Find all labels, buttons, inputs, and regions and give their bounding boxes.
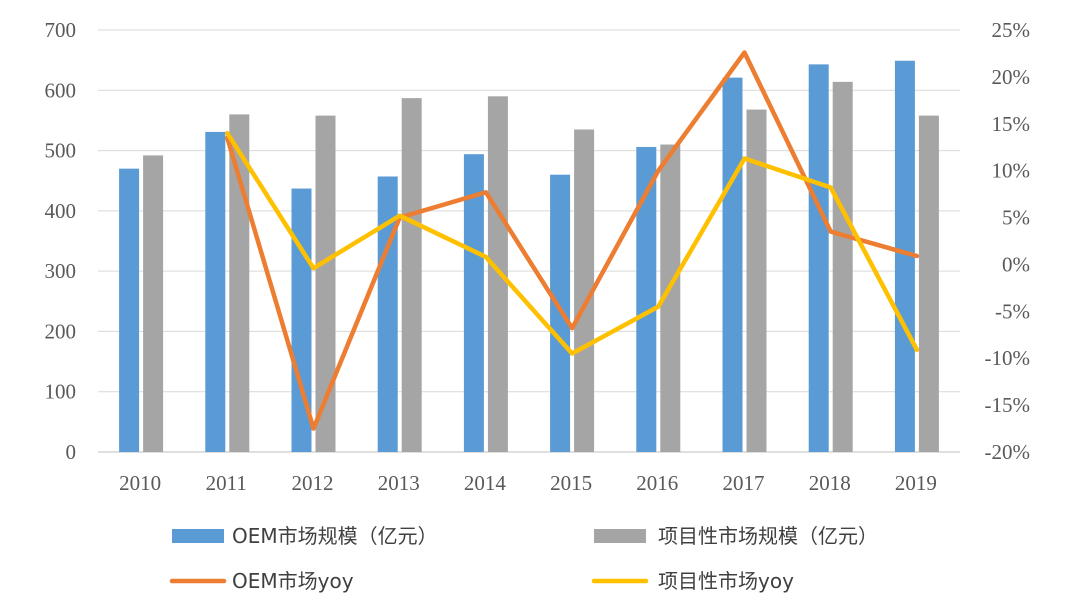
legend-swatch (172, 529, 224, 543)
y-right-tick-label: 10% (992, 159, 1031, 183)
bar (918, 115, 939, 452)
bar (401, 98, 422, 452)
y-left-tick-label: 400 (45, 199, 77, 223)
bar (832, 81, 853, 453)
bar (722, 77, 743, 452)
axes: 0 100 200 300 400 500 600 700 -20% -15% -10% -5% 0% 5… (45, 18, 1031, 495)
y-left-tick-label: 600 (45, 78, 77, 102)
bar (315, 115, 336, 452)
y-right-tick-label: -15% (985, 393, 1031, 417)
y-right-tick-label: 20% (992, 65, 1031, 89)
bar (660, 144, 681, 453)
x-tick-label: 2015 (550, 471, 592, 495)
x-tick-label: 2018 (809, 471, 851, 495)
series-line (225, 50, 920, 431)
bar (377, 176, 398, 452)
bar-series (119, 60, 939, 453)
bar (808, 64, 829, 452)
gridlines (98, 29, 960, 453)
line-series (225, 50, 920, 431)
bar (746, 109, 767, 452)
bar (119, 168, 140, 452)
x-tick-label: 2011 (206, 471, 247, 495)
bar (894, 60, 915, 452)
bar (143, 155, 164, 452)
bar (487, 96, 508, 453)
bar (574, 129, 595, 452)
x-tick-label: 2012 (292, 471, 334, 495)
y-left-tick-label: 300 (45, 259, 77, 283)
y-left-tick-label: 500 (45, 139, 77, 163)
y-right-tick-label: -5% (995, 299, 1030, 323)
x-tick-label: 2019 (895, 471, 937, 495)
legend: OEM市场规模（亿元） 项目性市场规模（亿元） OEM市场yoy 项目性市场yoy (169, 524, 878, 593)
y-right-tick-label: 0% (1002, 252, 1030, 276)
y-right-tick-label: -20% (985, 440, 1031, 464)
y-left-tick-label: 700 (45, 18, 77, 42)
y-left-tick-label: 200 (45, 319, 77, 343)
series-line (225, 130, 920, 356)
y-left-tick-label: 100 (45, 380, 77, 404)
x-tick-label: 2013 (378, 471, 420, 495)
x-tick-label: 2016 (636, 471, 678, 495)
y-right-tick-label: -10% (985, 346, 1031, 370)
y-left-tick-label: 0 (66, 440, 77, 464)
x-tick-label: 2014 (464, 471, 507, 495)
bar (636, 146, 657, 452)
y-right-tick-label: 5% (1002, 206, 1030, 230)
legend-label: 项目性市场规模（亿元） (658, 524, 878, 548)
legend-label: OEM市场规模（亿元） (232, 524, 438, 548)
legend-swatch (594, 529, 646, 543)
x-tick-label: 2017 (723, 471, 765, 495)
y-right-tick-label: 15% (992, 112, 1031, 136)
legend-label: 项目性市场yoy (658, 569, 794, 593)
bar (205, 131, 226, 452)
x-tick-label: 2010 (119, 471, 161, 495)
bar (463, 154, 484, 452)
legend-label: OEM市场yoy (232, 569, 354, 593)
y-right-tick-label: 25% (992, 18, 1031, 42)
